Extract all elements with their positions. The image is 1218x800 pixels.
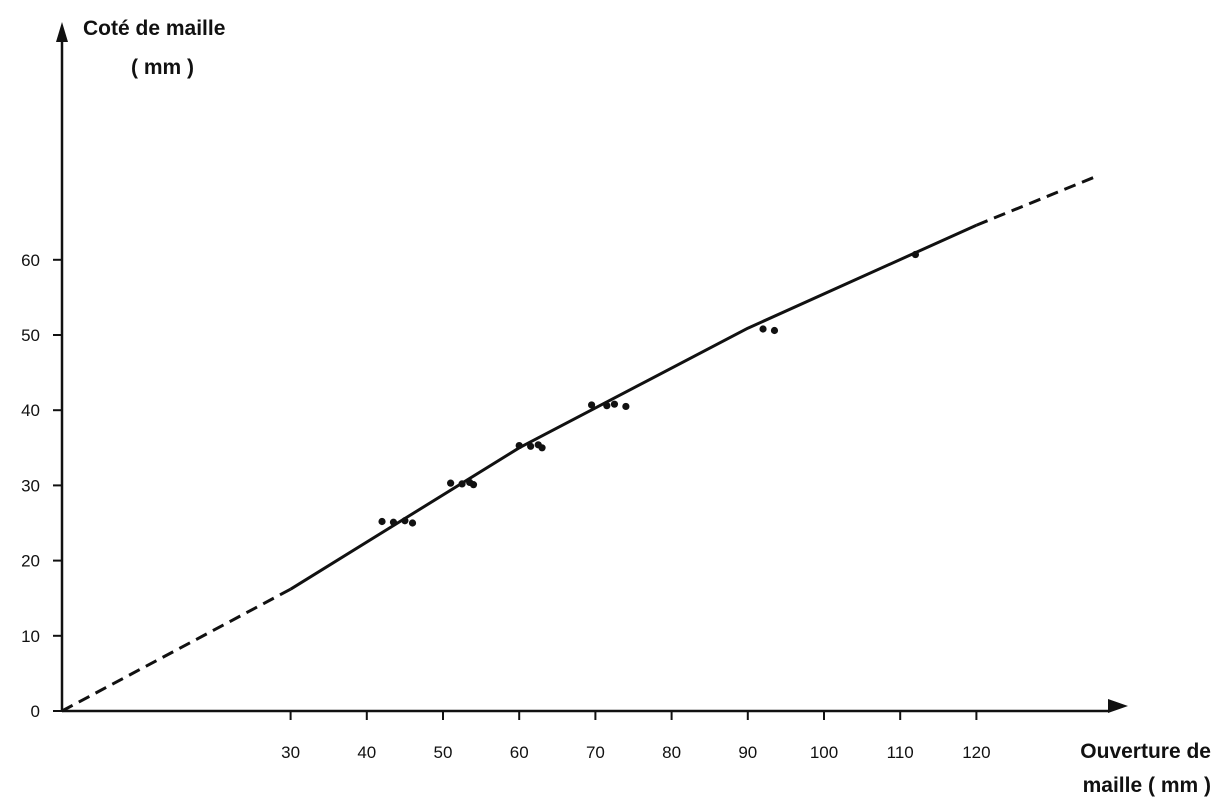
data-point bbox=[770, 326, 779, 335]
x-tick-label: 70 bbox=[586, 743, 605, 762]
axes bbox=[56, 22, 1128, 713]
data-point bbox=[458, 480, 466, 488]
x-tick-label: 50 bbox=[434, 743, 453, 762]
extrapolation-dashed-line bbox=[61, 587, 292, 713]
y-tick-label: 30 bbox=[21, 476, 40, 495]
x-axis-arrow-icon bbox=[1108, 699, 1128, 713]
y-axis-title: Coté de maille bbox=[83, 17, 225, 40]
data-point bbox=[515, 441, 523, 450]
y-tick-label: 20 bbox=[21, 552, 40, 571]
fit-line bbox=[289, 223, 978, 591]
x-tick-label: 80 bbox=[662, 743, 681, 762]
x-tick-label: 110 bbox=[887, 743, 914, 762]
data-point bbox=[389, 518, 398, 526]
y-tick-label: 50 bbox=[21, 326, 40, 345]
x-tick-label: 90 bbox=[738, 743, 757, 762]
y-axis-arrow-icon bbox=[56, 22, 68, 42]
x-tick-label: 60 bbox=[510, 743, 529, 762]
data-points bbox=[378, 250, 920, 527]
x-tick-label: 30 bbox=[281, 743, 300, 762]
x-tick-label: 100 bbox=[810, 743, 838, 762]
data-point bbox=[378, 517, 386, 526]
data-point bbox=[622, 402, 630, 411]
x-axis-title-line2: maille ( mm ) bbox=[1083, 774, 1211, 797]
data-point bbox=[759, 325, 767, 333]
y-tick-label: 40 bbox=[21, 401, 40, 420]
x-tick-label: 120 bbox=[962, 743, 990, 762]
data-point bbox=[610, 400, 619, 408]
data-point bbox=[587, 401, 596, 409]
data-point bbox=[469, 481, 478, 489]
ticks: 30 40 50 60 70 80 90 100 110 120 0 10 20 30 40 50 60 bbox=[21, 251, 991, 762]
x-axis-title: Ouverture de bbox=[1080, 740, 1211, 763]
data-point bbox=[911, 250, 920, 259]
y-tick-label: 0 bbox=[31, 702, 40, 721]
data-point bbox=[401, 517, 409, 525]
extrapolation-dashed-line bbox=[975, 174, 1099, 227]
data-point bbox=[538, 444, 546, 452]
y-tick-label: 10 bbox=[21, 627, 40, 646]
data-point bbox=[603, 402, 611, 410]
y-tick-label: 60 bbox=[21, 251, 40, 270]
y-axis-unit: ( mm ) bbox=[131, 56, 194, 79]
data-point bbox=[447, 479, 455, 487]
data-point bbox=[408, 519, 417, 527]
x-tick-label: 40 bbox=[357, 743, 376, 762]
fit-lines bbox=[61, 174, 1099, 713]
data-point bbox=[527, 442, 535, 450]
